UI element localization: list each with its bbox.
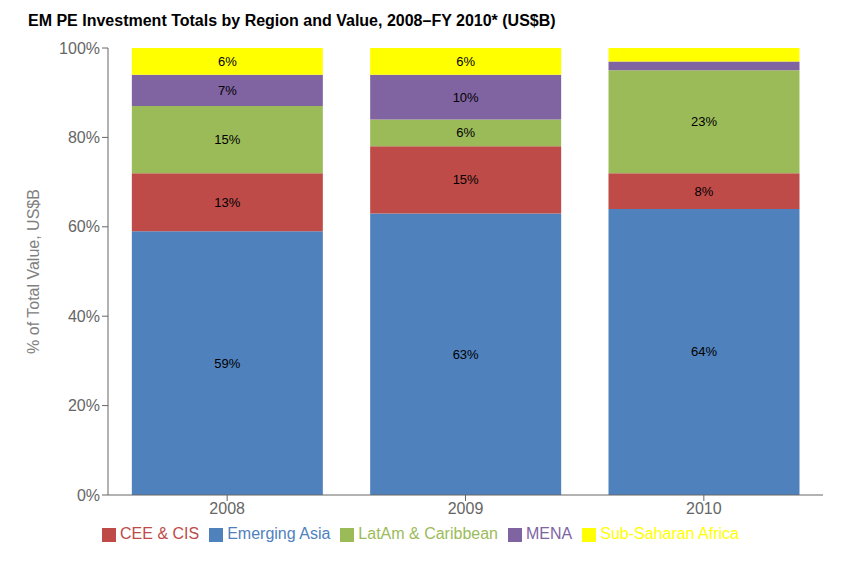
svg-text:6%: 6% <box>456 125 475 140</box>
svg-text:2010: 2010 <box>686 500 722 517</box>
svg-text:0%: 0% <box>77 487 100 504</box>
svg-text:23%: 23% <box>691 114 717 129</box>
html-text:Emerging Asia: Emerging Asia <box>227 525 331 542</box>
svg-text:20%: 20% <box>68 397 100 414</box>
svg-text:15%: 15% <box>214 132 240 147</box>
svg-text:2009: 2009 <box>448 500 484 517</box>
html-text:CEE & CIS: CEE & CIS <box>120 525 200 542</box>
svg-text:2008: 2008 <box>209 500 245 517</box>
html-text:Sub-Saharan Africa: Sub-Saharan Africa <box>600 525 739 542</box>
svg-text:59%: 59% <box>214 356 240 371</box>
svg-text:10%: 10% <box>453 90 479 105</box>
html-text:LatAm & Caribbean: LatAm & Caribbean <box>358 525 498 542</box>
svg-text:100%: 100% <box>59 40 100 57</box>
html-text:MENA: MENA <box>526 525 573 542</box>
svg-text:64%: 64% <box>691 344 717 359</box>
html-text:EM PE Investment Totals by Reg: EM PE Investment Totals by Region and Va… <box>28 12 556 29</box>
svg-text:80%: 80% <box>68 129 100 146</box>
svg-text:60%: 60% <box>68 218 100 235</box>
svg-text:6%: 6% <box>456 54 475 69</box>
svg-text:% of Total Value, US$B: % of Total Value, US$B <box>25 189 42 354</box>
svg-text:40%: 40% <box>68 308 100 325</box>
svg-text:8%: 8% <box>695 184 714 199</box>
svg-text:13%: 13% <box>214 195 240 210</box>
svg-text:6%: 6% <box>218 54 237 69</box>
svg-text:63%: 63% <box>453 347 479 362</box>
svg-text:7%: 7% <box>218 83 237 98</box>
svg-text:15%: 15% <box>453 172 479 187</box>
